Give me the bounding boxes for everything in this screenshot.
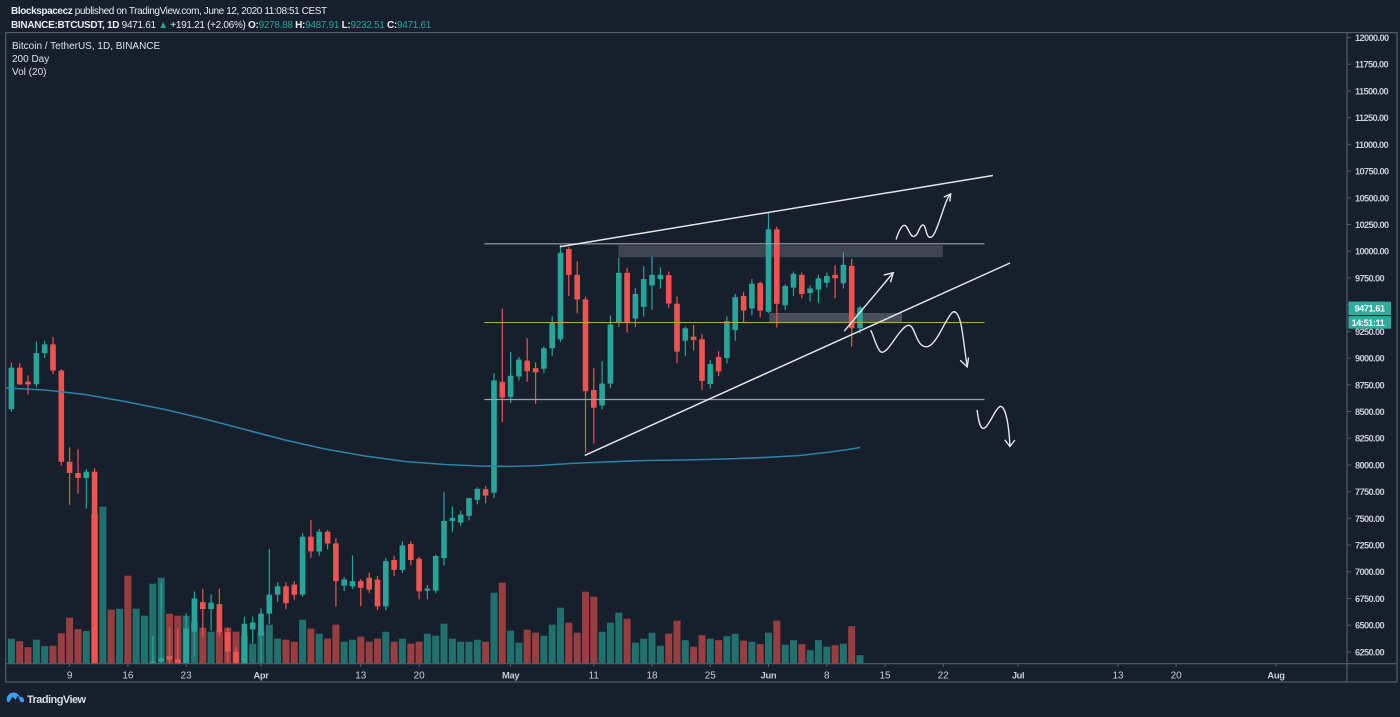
svg-text:200 Day: 200 Day: [12, 54, 49, 65]
svg-text:8500.00: 8500.00: [1355, 407, 1385, 417]
svg-text:Aug: Aug: [1267, 671, 1285, 681]
svg-text:13: 13: [355, 671, 367, 682]
svg-text:Vol (20): Vol (20): [12, 67, 46, 78]
svg-text:11250.00: 11250.00: [1355, 113, 1389, 123]
svg-text:20: 20: [1171, 671, 1183, 682]
svg-text:Bitcoin / TetherUS, 1D, BINANC: Bitcoin / TetherUS, 1D, BINANCE: [12, 41, 161, 52]
svg-text:18: 18: [646, 671, 658, 682]
svg-text:16: 16: [122, 671, 134, 682]
svg-text:7750.00: 7750.00: [1355, 487, 1385, 497]
svg-text:14:51:11: 14:51:11: [1352, 318, 1385, 328]
svg-text:6500.00: 6500.00: [1355, 621, 1385, 631]
svg-text:10500.00: 10500.00: [1355, 193, 1389, 203]
svg-text:TradingView: TradingView: [27, 694, 87, 706]
svg-text:7000.00: 7000.00: [1355, 567, 1385, 577]
svg-text:23: 23: [181, 671, 193, 682]
svg-text:10250.00: 10250.00: [1355, 220, 1389, 230]
svg-text:6250.00: 6250.00: [1355, 647, 1385, 657]
svg-text:7500.00: 7500.00: [1355, 514, 1385, 524]
svg-text:15: 15: [879, 671, 891, 682]
svg-text:11500.00: 11500.00: [1355, 86, 1389, 96]
svg-text:20: 20: [414, 671, 426, 682]
svg-text:Jun: Jun: [761, 671, 777, 681]
svg-text:10750.00: 10750.00: [1355, 167, 1389, 177]
svg-text:9750.00: 9750.00: [1355, 273, 1385, 283]
svg-text:9000.00: 9000.00: [1355, 354, 1385, 364]
svg-text:Blockspacecz published on Trad: Blockspacecz published on TradingView.co…: [11, 6, 327, 17]
svg-text:8000.00: 8000.00: [1355, 460, 1385, 470]
svg-text:22: 22: [938, 671, 950, 682]
svg-text:7250.00: 7250.00: [1355, 541, 1385, 551]
svg-text:6750.00: 6750.00: [1355, 594, 1385, 604]
svg-text:9250.00: 9250.00: [1355, 327, 1385, 337]
svg-text:12000.00: 12000.00: [1355, 33, 1389, 43]
svg-text:BINANCE:BTCUSDT, 1D 9471.61 ▲: BINANCE:BTCUSDT, 1D 9471.61 ▲ +191.21 (+…: [11, 20, 432, 31]
svg-text:8: 8: [824, 671, 830, 682]
svg-text:8750.00: 8750.00: [1355, 380, 1385, 390]
svg-text:11000.00: 11000.00: [1355, 140, 1389, 150]
svg-text:13: 13: [1112, 671, 1124, 682]
svg-text:11: 11: [589, 671, 600, 682]
svg-text:Apr: Apr: [253, 671, 269, 681]
svg-text:Jul: Jul: [1012, 671, 1025, 681]
svg-text:9: 9: [67, 671, 73, 682]
svg-text:9471.61: 9471.61: [1355, 304, 1385, 314]
svg-text:May: May: [502, 671, 520, 681]
svg-text:10000.00: 10000.00: [1355, 247, 1389, 257]
svg-text:11750.00: 11750.00: [1355, 60, 1389, 70]
svg-text:8250.00: 8250.00: [1355, 434, 1385, 444]
svg-text:25: 25: [705, 671, 717, 682]
